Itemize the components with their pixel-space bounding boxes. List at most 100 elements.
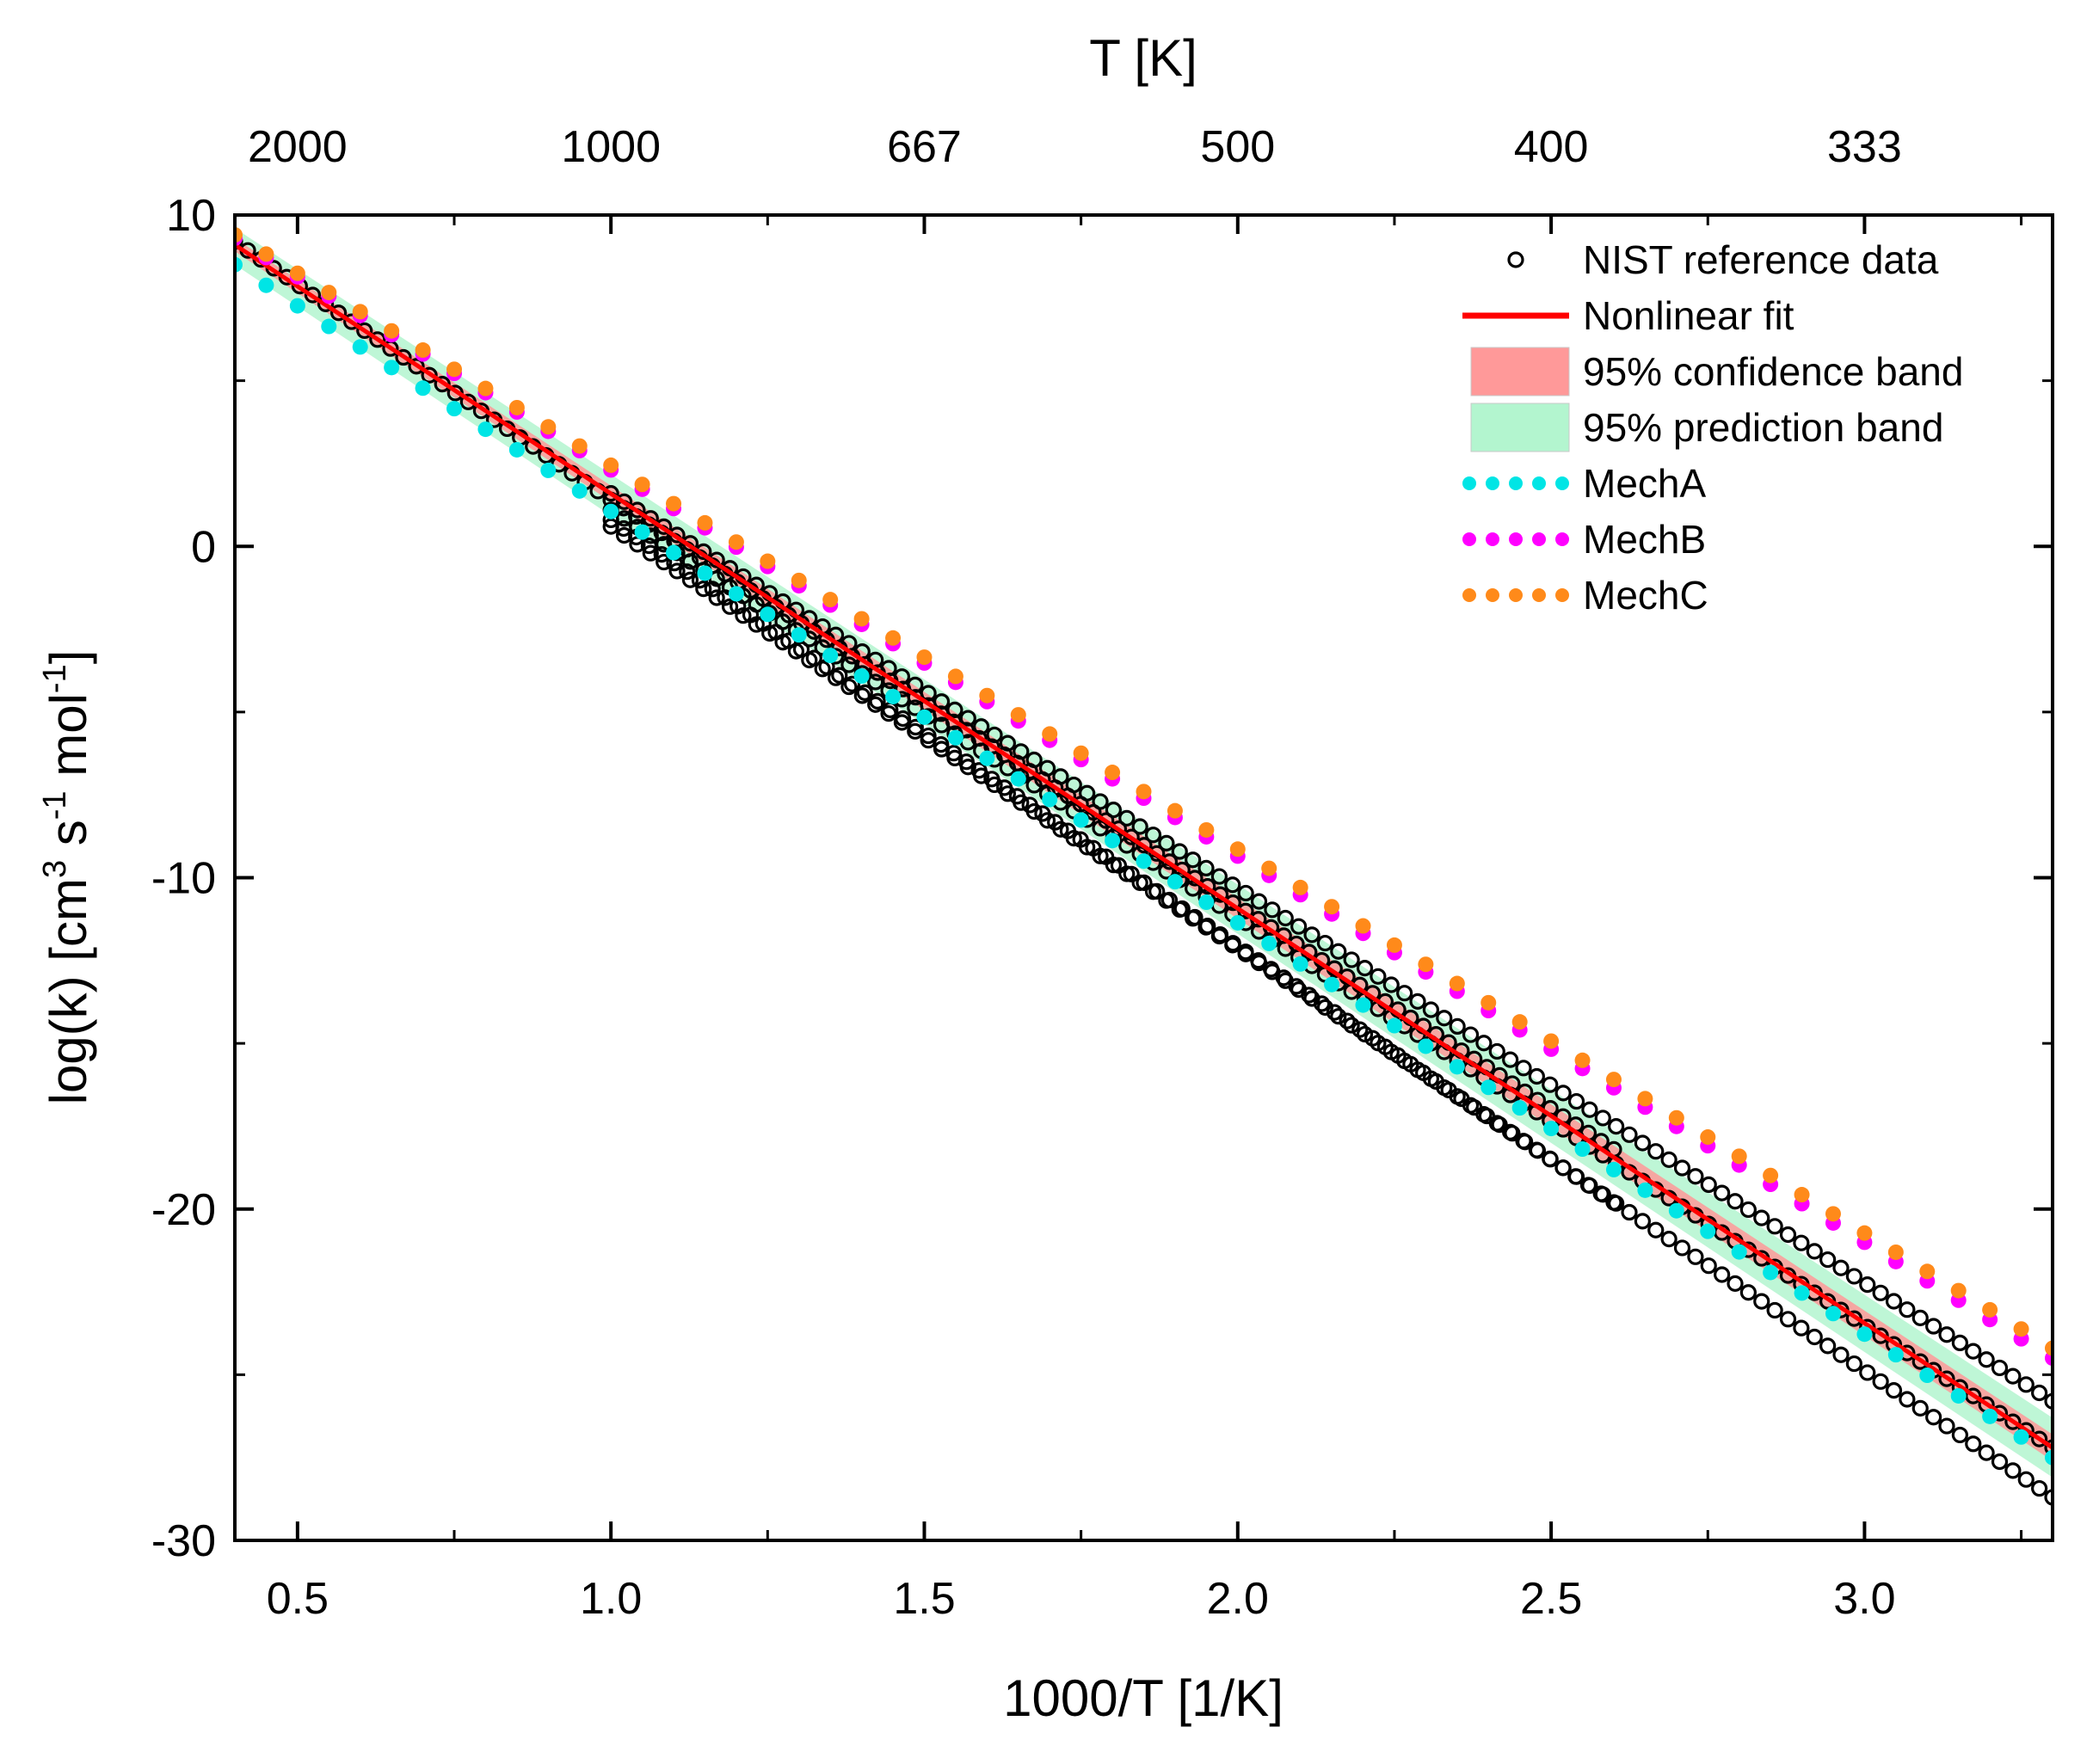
nist-data-point (1356, 960, 1374, 977)
nist-data-point (1277, 909, 1294, 927)
x-tick-label: 3.0 (1833, 1574, 1895, 1624)
mecha-dot (1480, 1079, 1497, 1096)
mecha-dot (571, 482, 588, 499)
mecha-dot (1418, 1038, 1434, 1054)
x-tick-label: 2.0 (1207, 1574, 1269, 1624)
nist-data-point (2044, 1439, 2053, 1456)
mechc-dot (289, 265, 305, 281)
mecha-dot (1668, 1202, 1684, 1219)
nist-data-point (1449, 1017, 1466, 1036)
mechc-dot (634, 476, 650, 493)
nist-data-point (1224, 935, 1241, 952)
legend-dot (1486, 532, 1499, 546)
nist-data-point (1415, 1064, 1432, 1081)
nist-data-point (894, 710, 912, 728)
nist-data-point (1872, 1284, 1889, 1301)
mecha-dot (540, 462, 557, 478)
nist-data-point (1224, 876, 1241, 894)
nist-data-point (1144, 827, 1162, 844)
nist-data-point (1475, 1035, 1493, 1052)
nist-data-point (1211, 926, 1229, 943)
mechc-dot (1418, 956, 1434, 973)
x-tick-label: 1.0 (580, 1574, 642, 1624)
legend-label: MechA (1583, 461, 1706, 506)
nist-data-point (1396, 985, 1413, 1002)
nist-data-point (1753, 1293, 1770, 1310)
top-tick-label: 1000 (561, 122, 661, 172)
nist-data-point (957, 722, 975, 739)
nist-data-point (356, 322, 373, 340)
mecha-dot (666, 544, 682, 561)
nist-data-point (1186, 870, 1203, 887)
nist-data-point (1186, 908, 1203, 926)
nist-data-point (840, 678, 858, 696)
nist-data-point (1171, 843, 1188, 860)
legend-label: MechC (1583, 573, 1708, 618)
nist-data-point (1727, 1275, 1744, 1292)
nist-data-point (1376, 1038, 1394, 1055)
nist-data-point (1290, 918, 1308, 935)
top-tick-label: 333 (1827, 122, 1902, 172)
mechc-dot (1010, 707, 1026, 723)
mecha-dot (1637, 1182, 1653, 1198)
mechc-dot (446, 361, 463, 378)
nist-data-point (1911, 1309, 1929, 1326)
legend-dot (1532, 588, 1546, 602)
nist-data-point (1727, 1193, 1744, 1210)
nist-data-point (970, 762, 988, 779)
legend-label: NIST reference data (1583, 237, 1939, 282)
nist-data-point (1859, 1364, 1876, 1381)
nist-data-point (602, 485, 619, 502)
mecha-dot (415, 380, 431, 396)
mechc-dot (666, 495, 682, 512)
x-axis-title: 1000/T [1/K] (1003, 1669, 1284, 1727)
nist-data-point (1845, 1268, 1862, 1285)
y-tick-label: -20 (151, 1185, 216, 1235)
mecha-dot (1073, 812, 1089, 828)
nist-data-point (1634, 1213, 1651, 1230)
mecha-dot (853, 668, 870, 685)
nist-data-point (1528, 1067, 1545, 1085)
nist-data-point (1021, 796, 1038, 814)
legend-dot (1486, 476, 1499, 490)
legend-dot (1462, 532, 1476, 546)
mechc-dot (1887, 1244, 1904, 1260)
nist-data-point (1554, 1085, 1572, 1102)
mechc-dot (1731, 1148, 1747, 1165)
nist-data-point (1608, 1118, 1625, 1135)
x-tick-label: 0.5 (267, 1574, 329, 1624)
mecha-dot (1355, 997, 1371, 1013)
mecha-dot (508, 441, 525, 458)
nist-data-point (1466, 1098, 1483, 1116)
mechc-dot (235, 227, 243, 243)
mechc-dot (1794, 1187, 1810, 1203)
nist-data-point (1634, 1134, 1651, 1152)
mecha-dot (1887, 1347, 1904, 1363)
nist-data-point (1118, 837, 1136, 854)
nist-data-point (1965, 1343, 1982, 1360)
mecha-dot (1511, 1100, 1528, 1116)
mechc-dot (1543, 1033, 1560, 1049)
nist-data-point (1872, 1373, 1889, 1390)
nist-data-point (1250, 893, 1268, 910)
nist-data-point (1660, 1230, 1677, 1248)
nist-data-point (1554, 1159, 1572, 1177)
nist-data-point (831, 667, 848, 684)
nist-data-point (1330, 943, 1347, 960)
nist-data-point (1160, 853, 1179, 870)
mecha-dot (1763, 1264, 1779, 1281)
mecha-dot (1229, 914, 1246, 931)
mecha-dot (1261, 935, 1277, 951)
nist-data-point (1978, 1351, 1995, 1368)
top-axis-title: T [K] (1089, 29, 1197, 87)
nist-data-point (945, 713, 963, 730)
nist-data-point (1739, 1284, 1757, 1301)
mecha-dot (728, 586, 744, 602)
nist-data-point (996, 747, 1013, 764)
nist-data-point (1237, 884, 1254, 902)
mecha-dot (791, 627, 807, 643)
mechc-dot (1449, 975, 1465, 992)
nist-data-point (1806, 1328, 1823, 1346)
nist-data-point (1185, 851, 1202, 869)
nist-data-point (1491, 1116, 1508, 1134)
